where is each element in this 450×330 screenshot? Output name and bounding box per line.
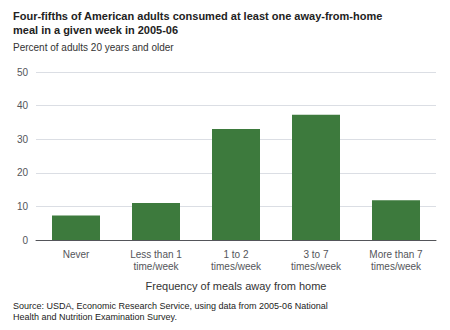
svg-text:times/week: times/week [371, 261, 422, 272]
svg-text:More than 7: More than 7 [369, 249, 423, 260]
svg-text:0: 0 [22, 235, 28, 246]
svg-text:Percent of adults 20 years and: Percent of adults 20 years and older [13, 42, 174, 53]
svg-text:1 to 2: 1 to 2 [223, 249, 248, 260]
svg-text:times/week: times/week [211, 261, 262, 272]
svg-text:Never: Never [63, 249, 90, 260]
svg-text:Health and Nutrition Examinati: Health and Nutrition Examination Survey. [13, 312, 177, 322]
svg-text:50: 50 [17, 67, 29, 78]
svg-text:30: 30 [17, 134, 29, 145]
svg-text:Less than 1: Less than 1 [130, 249, 182, 260]
svg-text:time/week: time/week [133, 261, 179, 272]
svg-text:times/week: times/week [291, 261, 342, 272]
svg-text:3 to 7: 3 to 7 [303, 249, 328, 260]
svg-text:20: 20 [17, 167, 29, 178]
svg-text:Four-fifths of American adults: Four-fifths of American adults consumed … [13, 10, 382, 22]
svg-text:meal in a given week in 2005-0: meal in a given week in 2005-06 [13, 24, 178, 36]
svg-text:40: 40 [17, 100, 29, 111]
svg-text:Source: USDA, Economic Researc: Source: USDA, Economic Research Service,… [13, 301, 328, 311]
svg-text:Frequency of meals away from h: Frequency of meals away from home [146, 280, 327, 292]
svg-text:10: 10 [17, 201, 29, 212]
